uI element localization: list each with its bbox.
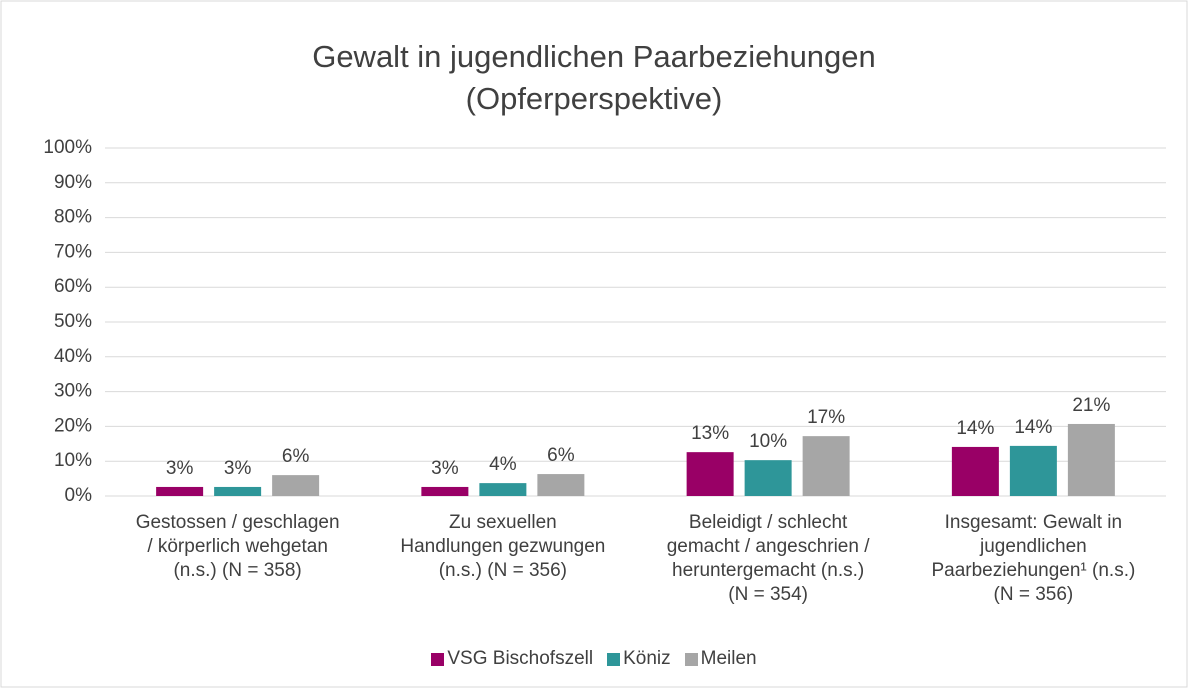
y-tick-label: 100% <box>43 137 92 158</box>
bar <box>156 486 204 496</box>
bar <box>214 486 262 496</box>
data-label: 3% <box>431 458 459 479</box>
data-label: 6% <box>282 446 310 467</box>
x-tick-label: Beleidigt / schlecht gemacht / angeschri… <box>666 512 870 605</box>
bar <box>951 446 999 496</box>
bar <box>744 460 792 496</box>
legend-swatch <box>607 652 621 666</box>
y-tick-label: 0% <box>65 485 93 506</box>
bar <box>421 486 469 496</box>
x-tick-label: Gestossen / geschlagen / körperlich wehg… <box>135 512 340 581</box>
legend: VSG Bischofszell Köniz Meilen <box>0 648 1188 670</box>
y-tick-label: 80% <box>54 207 92 228</box>
y-tick-label: 40% <box>54 346 92 367</box>
y-tick-label: 50% <box>54 311 92 332</box>
bar <box>479 483 527 496</box>
y-tick-label: 70% <box>54 241 92 262</box>
y-tick-label: 90% <box>54 172 92 193</box>
data-label: 13% <box>691 423 729 444</box>
data-label: 3% <box>224 458 252 479</box>
data-label: 6% <box>547 445 575 466</box>
legend-swatch <box>431 652 445 666</box>
data-label: 4% <box>489 454 517 475</box>
chart-title: Gewalt in jugendlichen Paarbeziehungen (… <box>312 39 876 116</box>
bar <box>1009 445 1057 496</box>
legend-item: Meilen <box>684 648 757 670</box>
y-tick-label: 20% <box>54 415 92 436</box>
y-tick-label: 60% <box>54 276 92 297</box>
bar <box>802 436 850 496</box>
x-tick-label: Zu sexuellen Handlungen gezwungen (n.s.)… <box>400 512 606 581</box>
legend-label: VSG Bischofszell <box>447 648 594 669</box>
legend-item: Köniz <box>607 648 671 670</box>
bar <box>686 452 734 496</box>
data-label: 10% <box>749 431 787 452</box>
bar <box>1067 423 1115 496</box>
legend-label: Meilen <box>700 648 757 669</box>
bar <box>272 475 320 496</box>
y-tick-label: 10% <box>54 450 92 471</box>
data-label: 17% <box>807 407 845 428</box>
data-label: 14% <box>1014 417 1052 438</box>
legend-swatch <box>684 652 698 666</box>
legend-label: Köniz <box>623 648 671 669</box>
data-label: 21% <box>1072 395 1110 416</box>
bar <box>537 474 585 496</box>
x-tick-label: Insgesamt: Gewalt in jugendlichen Paarbe… <box>931 512 1136 605</box>
data-label: 14% <box>956 418 994 439</box>
data-label: 3% <box>166 458 194 479</box>
y-tick-label: 30% <box>54 381 92 402</box>
legend-item: VSG Bischofszell <box>431 648 593 670</box>
